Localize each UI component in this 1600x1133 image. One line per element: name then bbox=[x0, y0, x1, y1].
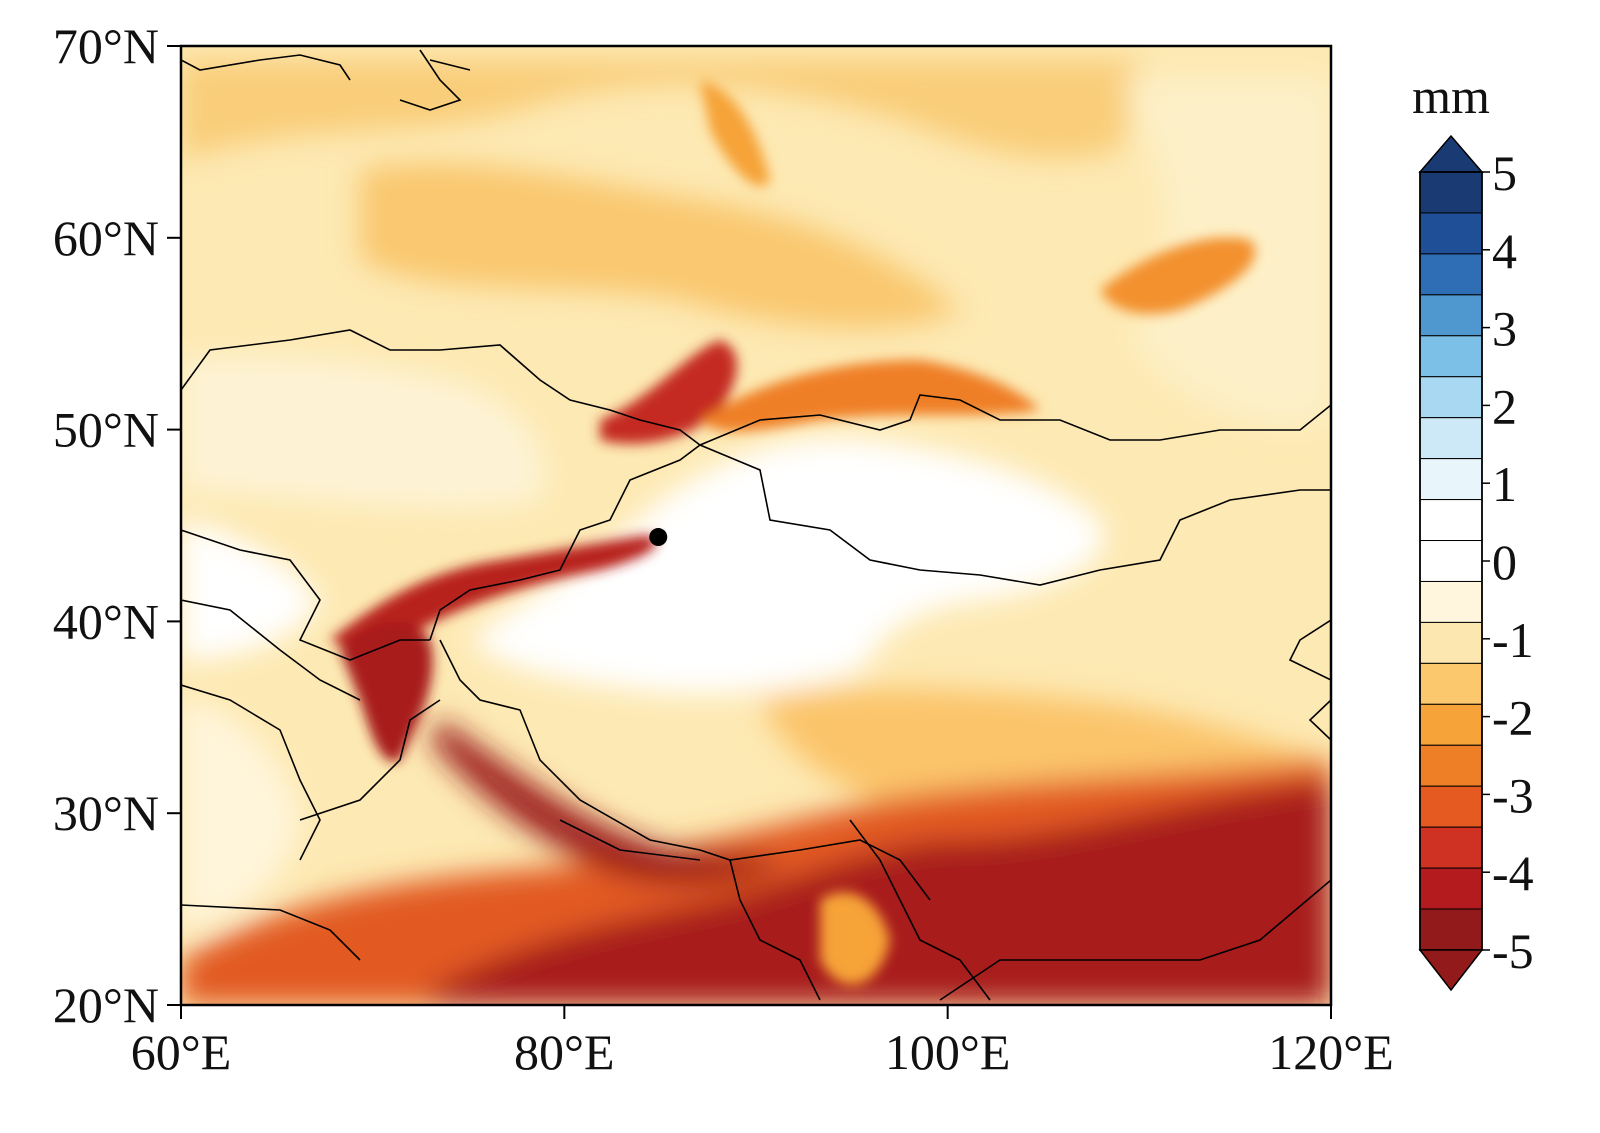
pamir-darkred-patch bbox=[340, 621, 433, 762]
x-tick-label: 60°E bbox=[131, 1024, 232, 1080]
western-white-region bbox=[181, 520, 320, 660]
y-tick-label: 40°N bbox=[53, 593, 159, 649]
china-india-border bbox=[439, 639, 931, 901]
himalaya-darkred-band bbox=[430, 720, 780, 884]
colorbar-tick-label: 1 bbox=[1492, 456, 1517, 512]
siberia-orange-region bbox=[360, 163, 960, 329]
colorbar-tick-label: -4 bbox=[1492, 845, 1534, 901]
colorbar-segment bbox=[1419, 499, 1483, 542]
north-orange-streak bbox=[700, 80, 770, 187]
colorbar-tick-labels: 5 4 3 2 1 0 -1 -2 -3 -4 -5 bbox=[1482, 145, 1534, 979]
colorbar-segment bbox=[1419, 744, 1483, 787]
colorbar: mm 5 4 3 2 1 0 -1 -2 -3 -4 -5 bbox=[1412, 68, 1534, 992]
colorbar-under-arrow bbox=[1418, 949, 1484, 992]
colorbar-segment bbox=[1419, 417, 1483, 460]
kazakh-pale-region bbox=[181, 356, 546, 509]
colorbar-segment bbox=[1419, 908, 1483, 951]
colorbar-tick-label: -5 bbox=[1492, 923, 1534, 979]
bengal-orange-patch bbox=[820, 892, 890, 985]
colorbar-segments bbox=[1419, 171, 1483, 951]
y-tick-label: 60°N bbox=[53, 210, 159, 266]
central-asia-borders bbox=[181, 529, 441, 961]
x-axis: 60°E 80°E 100°E 120°E bbox=[131, 1005, 1394, 1080]
colorbar-tick-label: 3 bbox=[1492, 301, 1517, 357]
colorbar-segment bbox=[1419, 826, 1483, 869]
colorbar-segment bbox=[1419, 867, 1483, 910]
colorbar-tick-label: -3 bbox=[1492, 767, 1534, 823]
northwest-coastline bbox=[181, 49, 471, 111]
colorbar-tick-label: 2 bbox=[1492, 378, 1517, 434]
tarim-gobi-white-region bbox=[470, 438, 1104, 694]
colorbar-tick-label: 0 bbox=[1492, 534, 1517, 590]
south-asia-borders bbox=[559, 819, 1331, 1001]
y-tick-label: 30°N bbox=[53, 785, 159, 841]
colorbar-segment bbox=[1419, 785, 1483, 828]
anomaly-detail bbox=[330, 80, 1256, 985]
kazakhstan-china-border bbox=[429, 444, 701, 641]
altai-orange-streak bbox=[700, 360, 1040, 432]
colorbar-segment bbox=[1419, 335, 1483, 378]
northern-orange-region bbox=[181, 60, 1140, 160]
china-east-border bbox=[1288, 619, 1331, 741]
southwest-pale-region bbox=[181, 700, 300, 930]
y-tick-label: 20°N bbox=[53, 977, 159, 1033]
y-axis: 70°N 60°N 50°N 40°N 30°N 20°N bbox=[53, 18, 181, 1033]
country-borders bbox=[181, 49, 1331, 1001]
colorbar-segment bbox=[1419, 376, 1483, 419]
colorbar-segment bbox=[1419, 171, 1483, 214]
y-tick-label: 50°N bbox=[53, 402, 159, 458]
russia-mongolia-border bbox=[699, 394, 1331, 446]
mongolia-china-border bbox=[699, 444, 1331, 586]
russia-kazakhstan-border bbox=[181, 329, 701, 446]
colorbar-tick-label: -1 bbox=[1492, 612, 1534, 668]
colorbar-unit-label: mm bbox=[1412, 68, 1490, 124]
colorbar-segment bbox=[1419, 662, 1483, 705]
northeast-orange-patch bbox=[1100, 237, 1256, 314]
colorbar-segment bbox=[1419, 580, 1483, 623]
colorbar-tick-label: -2 bbox=[1492, 690, 1534, 746]
colorbar-tick-label: 4 bbox=[1492, 223, 1517, 279]
colorbar-segment bbox=[1419, 458, 1483, 501]
map-frame bbox=[179, 44, 1333, 1007]
colorbar-segment bbox=[1419, 703, 1483, 746]
map-panel bbox=[181, 46, 1331, 1005]
x-tick-label: 100°E bbox=[885, 1024, 1011, 1080]
colorbar-segment bbox=[1419, 621, 1483, 664]
colorbar-segment bbox=[1419, 253, 1483, 296]
site-marker bbox=[649, 528, 668, 547]
y-tick-label: 70°N bbox=[53, 18, 159, 74]
x-tick-label: 80°E bbox=[514, 1024, 615, 1080]
colorbar-segment bbox=[1419, 540, 1483, 582]
colorbar-over-arrow bbox=[1418, 134, 1484, 173]
x-tick-label: 120°E bbox=[1268, 1024, 1394, 1080]
colorbar-tick-label: 5 bbox=[1492, 145, 1517, 201]
colorbar-segment bbox=[1419, 294, 1483, 337]
colorbar-segment bbox=[1419, 212, 1483, 255]
southern-darkred-region bbox=[430, 780, 1331, 1005]
